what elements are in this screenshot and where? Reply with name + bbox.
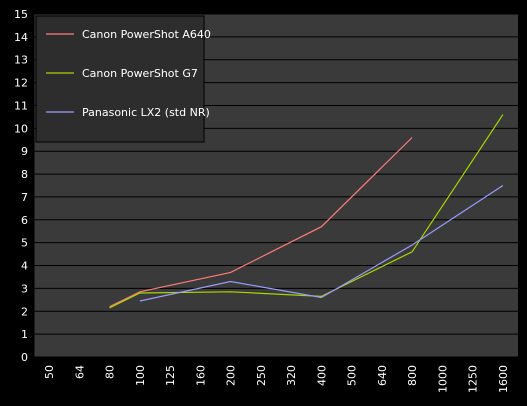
legend: Canon PowerShot A640 Canon PowerShot G7 Pa… (35, 15, 211, 143)
x-tick-label: 500 (346, 365, 359, 386)
y-tick-label: 1 (21, 328, 28, 341)
x-axis-ticks: 50 64 80 100 125 160 200 250 320 400 500 640 800 1000… (43, 357, 510, 393)
legend-label: Canon PowerShot G7 (82, 67, 198, 80)
y-tick-label: 15 (14, 8, 28, 21)
y-tick-label: 7 (21, 191, 28, 204)
x-tick-label: 80 (104, 365, 117, 379)
y-tick-label: 0 (21, 351, 28, 364)
y-tick-label: 8 (21, 168, 28, 181)
x-tick-label: 640 (376, 365, 389, 386)
y-tick-label: 4 (21, 260, 28, 273)
legend-box (35, 15, 205, 143)
x-tick-label: 320 (285, 365, 298, 386)
x-tick-label: 400 (315, 365, 328, 386)
legend-label: Canon PowerShot A640 (82, 28, 211, 41)
x-tick-label: 250 (255, 365, 268, 386)
y-tick-label: 12 (14, 77, 28, 90)
series-line-1 (109, 137, 413, 308)
x-tick-label: 50 (43, 365, 56, 379)
x-tick-label: 800 (406, 365, 419, 386)
y-tick-label: 9 (21, 145, 28, 158)
series-lines (109, 114, 504, 309)
series-line-3 (139, 184, 504, 302)
y-tick-label: 14 (14, 31, 28, 44)
y-tick-label: 5 (21, 237, 28, 250)
x-tick-label: 125 (164, 365, 177, 386)
x-tick-label: 1250 (467, 365, 480, 393)
x-tick-label: 100 (134, 365, 147, 386)
y-tick-label: 10 (14, 122, 28, 135)
y-tick-label: 6 (21, 214, 28, 227)
x-tick-label: 1600 (497, 365, 510, 393)
y-tick-label: 3 (21, 282, 28, 295)
y-tick-label: 2 (21, 305, 28, 318)
legend-label: Panasonic LX2 (std NR) (82, 106, 210, 119)
x-tick-label: 200 (225, 365, 238, 386)
x-tick-label: 64 (73, 365, 86, 379)
y-tick-label: 11 (14, 99, 28, 112)
y-tick-label: 13 (14, 54, 28, 67)
series-line-2 (109, 114, 504, 309)
x-tick-label: 160 (194, 365, 207, 386)
gridlines (33, 13, 518, 358)
x-tick-label: 1000 (436, 365, 449, 393)
